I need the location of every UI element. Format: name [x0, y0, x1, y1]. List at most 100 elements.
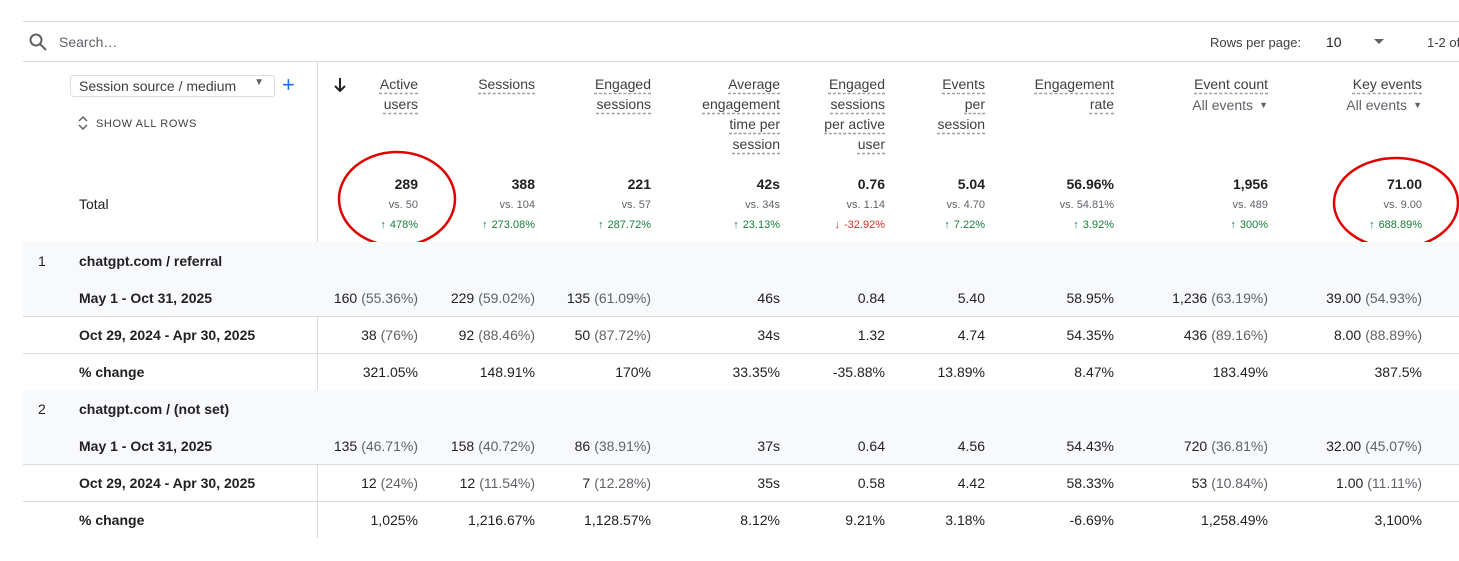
- divider: [23, 61, 1459, 62]
- cell-share: (88.46%): [478, 327, 535, 343]
- cell: 3.18%: [945, 512, 985, 528]
- cell-value: 9.21%: [845, 512, 885, 528]
- total-comparison: vs. 104: [499, 199, 535, 211]
- cell: 4.74: [958, 327, 985, 343]
- cell: 50 (87.72%): [575, 327, 651, 343]
- cell: 321.05%: [363, 364, 418, 380]
- column-header: Engaged sessions: [581, 74, 651, 114]
- cell-value: 148.91%: [479, 364, 535, 380]
- cell-share: (12.28%): [594, 475, 651, 491]
- total-value: 0.76: [857, 176, 885, 192]
- total-value: 71.00: [1386, 176, 1422, 192]
- cell: 135 (46.71%): [334, 438, 418, 454]
- cell-value: 135: [566, 290, 591, 306]
- dropdown-arrow: ▼: [1259, 100, 1268, 110]
- cell: 37s: [757, 438, 780, 454]
- total-comparison: vs. 54.81%: [1059, 199, 1114, 211]
- cell-share: (24%): [380, 475, 418, 491]
- cell-value: 32.00: [1326, 438, 1362, 454]
- cell-value: 46s: [757, 290, 780, 306]
- cell-value: 0.64: [857, 438, 885, 454]
- cell-value: 1,258.49%: [1201, 512, 1268, 528]
- cell: 148.91%: [480, 364, 535, 380]
- cell-value: 1,128.57%: [584, 512, 651, 528]
- search-icon: [29, 33, 47, 51]
- cell-value: 3.18%: [945, 512, 985, 528]
- cell-value: 37s: [757, 438, 780, 454]
- cell: 12 (24%): [361, 475, 418, 491]
- trend-arrow: ↑: [1073, 219, 1079, 231]
- cell: 46s: [757, 290, 780, 306]
- column-header: Events per session: [930, 74, 985, 134]
- cell: 135 (61.09%): [567, 290, 651, 306]
- sort-arrow[interactable]: [332, 76, 348, 94]
- cell-value: 54.43%: [1066, 438, 1114, 454]
- divider: [23, 316, 1459, 317]
- cell-share: (38.91%): [594, 438, 651, 454]
- dimension-select[interactable]: Session source / medium ▼: [70, 75, 275, 97]
- column-header: Engaged sessions per active user: [815, 74, 885, 154]
- row-index: 1: [38, 253, 46, 269]
- total-comparison: vs. 489: [1232, 199, 1268, 211]
- group-row-bg: [23, 390, 1459, 427]
- cell-value: 1,236: [1172, 290, 1208, 306]
- row-label: May 1 - Oct 31, 2025: [79, 438, 213, 454]
- cell: 35s: [757, 475, 780, 491]
- cell: 8.12%: [740, 512, 780, 528]
- add-dimension-button[interactable]: +: [282, 72, 295, 97]
- cell-value: 53: [1191, 475, 1208, 491]
- cell-value: 0.58: [857, 475, 885, 491]
- cell-value: 12: [459, 475, 476, 491]
- cell-share: (54.93%): [1365, 290, 1422, 306]
- total-change: ↑ 478%: [380, 219, 418, 231]
- cell-share: (36.81%): [1211, 438, 1268, 454]
- cell: 32.00 (45.07%): [1326, 438, 1422, 454]
- column-header: Key events All events ▼: [1322, 74, 1422, 115]
- cell: 53 (10.84%): [1192, 475, 1268, 491]
- cell-share: (89.16%): [1211, 327, 1268, 343]
- cell: 38 (76%): [361, 327, 418, 343]
- metric-filter[interactable]: All events ▼: [1168, 95, 1268, 115]
- cell-value: 1.32: [857, 327, 885, 343]
- change-value: 7.22%: [953, 219, 985, 231]
- row-index: 2: [38, 401, 46, 417]
- expand-icon: [78, 115, 88, 131]
- column-label: Events per session: [937, 76, 985, 132]
- cell: 33.35%: [733, 364, 780, 380]
- cell: 5.40: [958, 290, 985, 306]
- row-bg: [23, 279, 1459, 316]
- show-all-rows-button[interactable]: SHOW ALL ROWS: [96, 118, 197, 130]
- row-label: % change: [79, 364, 145, 380]
- total-value: 221: [627, 176, 651, 192]
- row-label: Oct 29, 2024 - Apr 30, 2025: [79, 475, 256, 491]
- metric-filter[interactable]: All events ▼: [1322, 95, 1422, 115]
- cell-value: 34s: [757, 327, 780, 343]
- total-value: 42s: [756, 176, 780, 192]
- cell-value: 436: [1183, 327, 1208, 343]
- cell-value: 39.00: [1326, 290, 1362, 306]
- total-value: 5.04: [957, 176, 985, 192]
- pagination: 1-2 of: [1427, 35, 1459, 50]
- rows-per-page-select[interactable]: 10: [1326, 34, 1342, 50]
- column-label: Key events: [1352, 76, 1422, 92]
- column-header: Event count All events ▼: [1168, 74, 1268, 115]
- trend-arrow: ↑: [944, 219, 950, 231]
- cell-share: (40.72%): [478, 438, 535, 454]
- cell-value: 321.05%: [362, 364, 418, 380]
- dropdown-arrow: [1374, 39, 1384, 44]
- total-comparison: vs. 34s: [745, 199, 780, 211]
- cell: 4.42: [958, 475, 985, 491]
- cell-share: (10.84%): [1211, 475, 1268, 491]
- cell: 1.00 (11.11%): [1336, 475, 1422, 491]
- cell-value: 135: [333, 438, 358, 454]
- column-label: Sessions: [478, 76, 535, 92]
- cell: 54.43%: [1067, 438, 1114, 454]
- cell: 0.84: [858, 290, 885, 306]
- cell: 8.47%: [1074, 364, 1114, 380]
- total-comparison: vs. 57: [621, 199, 651, 211]
- cell: 229 (59.02%): [451, 290, 535, 306]
- search-input[interactable]: Search…: [59, 34, 118, 50]
- cell: 183.49%: [1213, 364, 1268, 380]
- cell-value: 58.95%: [1066, 290, 1114, 306]
- divider: [23, 501, 1459, 502]
